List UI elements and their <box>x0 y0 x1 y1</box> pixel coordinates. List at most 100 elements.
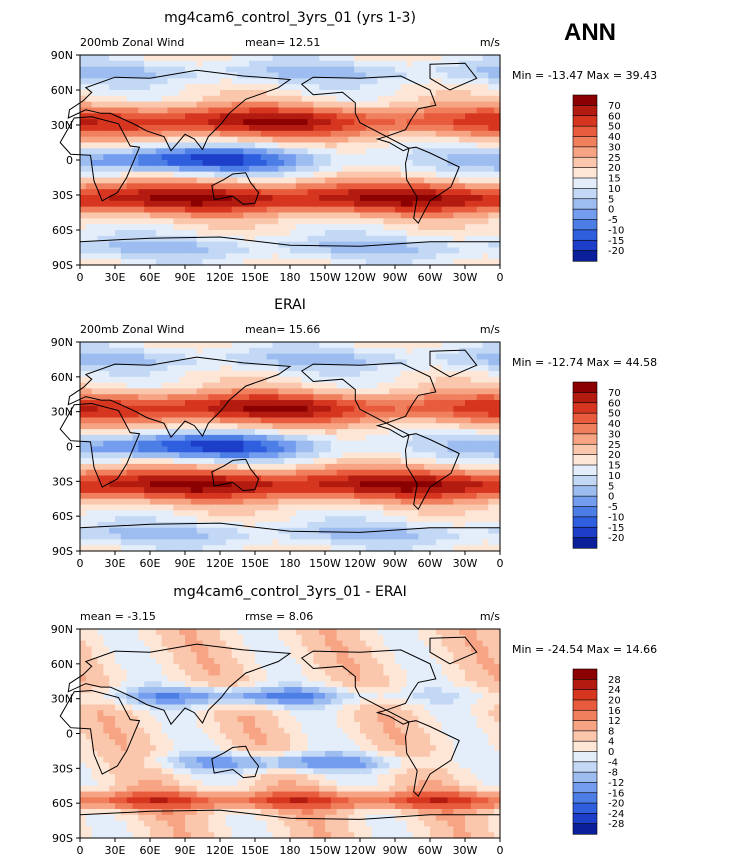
field-cell <box>360 521 367 529</box>
field-cell <box>301 160 309 167</box>
field-cell <box>465 230 472 237</box>
field-cell <box>115 429 122 436</box>
field-cell <box>260 247 268 254</box>
field-cell <box>476 365 484 372</box>
field-cell <box>85 342 93 349</box>
field-cell <box>365 469 373 477</box>
field-cell <box>278 253 285 260</box>
field-cell <box>138 101 145 109</box>
field-cell <box>360 177 367 184</box>
field-cell <box>418 253 425 260</box>
field-cell <box>348 492 355 500</box>
field-cell <box>424 504 431 511</box>
field-cell <box>132 224 139 231</box>
field-cell <box>115 107 122 114</box>
field-cell <box>330 469 338 477</box>
field-cell <box>155 95 163 103</box>
field-cell <box>301 446 309 453</box>
field-cell <box>371 72 379 79</box>
field-cell <box>389 434 396 442</box>
field-cell <box>406 504 414 511</box>
field-cell <box>120 429 128 436</box>
field-cell <box>400 130 408 138</box>
field-cell <box>185 90 192 97</box>
field-cell <box>272 417 279 424</box>
field-cell <box>109 206 116 214</box>
field-cell <box>173 142 180 149</box>
field-cell <box>453 405 460 413</box>
field-cell <box>109 142 116 149</box>
field-cell <box>132 487 139 494</box>
field-cell <box>435 119 443 126</box>
field-cell <box>190 504 198 511</box>
field-cell <box>307 160 314 167</box>
field-cell <box>237 247 244 254</box>
field-cell <box>389 371 396 378</box>
field-cell <box>453 55 460 62</box>
field-cell <box>190 189 198 196</box>
field-cell <box>161 212 169 219</box>
field-cell <box>214 429 221 436</box>
field-cell <box>307 241 314 249</box>
field-cell <box>80 247 87 254</box>
field-cell <box>348 353 355 361</box>
field-cell <box>360 165 367 173</box>
field-cell <box>348 95 355 103</box>
field-cell <box>150 405 157 413</box>
field-cell <box>220 429 227 436</box>
field-cell <box>424 498 431 506</box>
field-cell <box>400 382 408 390</box>
field-cell <box>430 371 437 378</box>
field-cell <box>459 160 466 167</box>
field-cell <box>278 342 285 349</box>
field-cell <box>400 365 408 372</box>
field-cell <box>406 84 414 91</box>
field-cell <box>435 230 443 237</box>
field-cell <box>144 347 151 355</box>
field-cell <box>430 405 437 413</box>
field-cell <box>313 183 320 190</box>
field-cell <box>290 469 297 477</box>
field-cell <box>430 342 437 349</box>
field-cell <box>161 510 169 517</box>
field-cell <box>255 72 262 79</box>
field-cell <box>435 463 443 471</box>
field-cell <box>173 154 180 161</box>
field-cell <box>214 423 221 430</box>
field-cell <box>266 136 274 144</box>
field-cell <box>190 253 198 260</box>
field-cell <box>284 95 291 103</box>
field-cell <box>120 452 128 459</box>
field-cell <box>260 469 268 477</box>
field-cell <box>167 475 174 482</box>
field-cell <box>109 218 116 225</box>
field-cell <box>173 78 180 85</box>
field-cell <box>400 241 408 249</box>
field-cell <box>395 84 402 91</box>
field-cell <box>103 394 110 401</box>
field-cell <box>202 125 209 132</box>
field-cell <box>476 411 484 419</box>
field-cell <box>260 359 268 366</box>
field-cell <box>342 241 349 249</box>
field-cell <box>313 95 320 103</box>
field-cell <box>412 458 419 465</box>
field-cell <box>412 72 419 79</box>
field-cell <box>447 481 454 488</box>
field-cell <box>126 504 134 511</box>
field-cell <box>430 224 437 231</box>
field-cell <box>167 259 174 266</box>
field-cell <box>383 487 390 494</box>
field-cell <box>325 218 332 225</box>
field-cell <box>208 253 215 260</box>
field-cell <box>97 230 104 237</box>
field-cell <box>348 72 355 79</box>
field-cell <box>295 125 303 132</box>
field-cell <box>400 259 408 266</box>
field-cell <box>243 78 250 85</box>
field-cell <box>348 359 355 366</box>
field-cell <box>103 183 110 190</box>
field-cell <box>330 481 338 488</box>
field-cell <box>325 125 332 132</box>
field-cell <box>412 434 419 442</box>
